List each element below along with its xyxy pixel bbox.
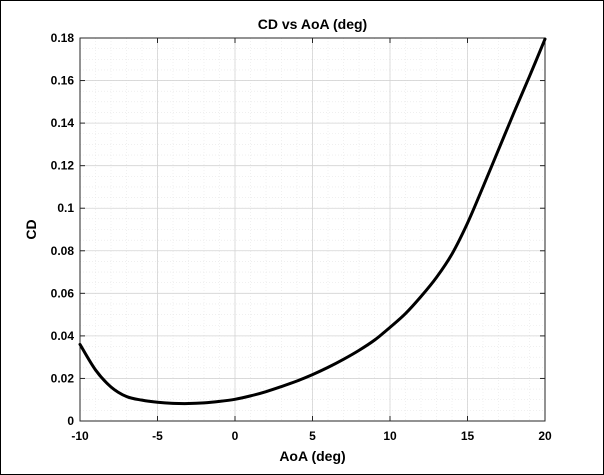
x-tick-label: 10: [383, 429, 397, 443]
y-tick-label: 0.02: [51, 371, 75, 385]
tick-marks: [79, 37, 546, 422]
series-group: [78, 37, 547, 406]
y-tick-label: 0.14: [51, 116, 75, 130]
chart-title: CD vs AoA (deg): [258, 16, 367, 32]
y-tick-label: 0.1: [57, 201, 74, 215]
y-tick-label: 0.04: [51, 329, 75, 343]
y-tick-label: 0.16: [51, 74, 75, 88]
x-tick-label: 20: [538, 429, 552, 443]
y-axis-label: CD: [23, 219, 39, 239]
y-tick-label: 0.08: [51, 244, 75, 258]
y-tick-label: 0.12: [51, 159, 75, 173]
x-tick-label: -10: [71, 429, 89, 443]
y-tick-label: 0: [67, 414, 74, 428]
y-tick-label: 0.06: [51, 286, 75, 300]
x-tick-label: 0: [232, 429, 239, 443]
x-tick-label: 5: [309, 429, 316, 443]
x-tick-label: -5: [152, 429, 163, 443]
x-axis-label: AoA (deg): [279, 448, 345, 464]
series-line-cd: [78, 37, 547, 406]
x-tick-label: 15: [461, 429, 475, 443]
x-tick-labels: -10 -5 0 5 10 15 20: [71, 429, 552, 443]
y-tick-label: 0.18: [51, 31, 75, 45]
y-tick-labels: 0 0.02 0.04 0.06 0.08 0.1 0.12 0.14 0.16 0.18: [51, 31, 75, 428]
